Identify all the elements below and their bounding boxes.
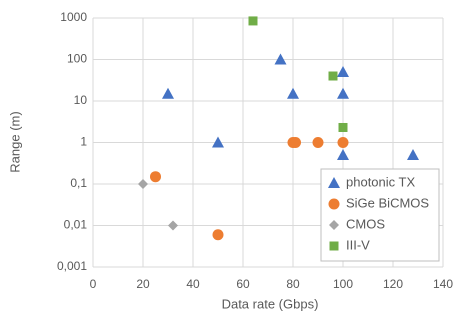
point [407,148,419,160]
legend-label: CMOS [346,216,385,231]
point [150,171,161,183]
point [248,16,258,26]
legend: photonic TX SiGe BiCMOS CMOS III-V [320,168,440,262]
y-tick-label: 0,1 [70,176,87,190]
point [337,137,349,148]
x-tick-label: 80 [286,277,300,291]
point [337,65,349,77]
y-axis-label: Range (m) [7,111,22,172]
legend-marker [328,177,340,188]
x-tick-label: 0 [90,277,97,291]
legend-marker [329,220,339,230]
point [337,87,349,99]
x-tick-label: 60 [236,277,250,291]
point [290,137,301,148]
point [274,53,287,65]
legend-label: photonic TX [346,174,415,189]
point [338,122,348,132]
y-tick-label: 1000 [60,10,87,24]
point [328,71,338,81]
y-tick-label: 10 [74,93,88,107]
legend-marker [329,241,339,251]
point [138,179,148,189]
point [162,87,174,99]
x-tick-label: 120 [383,277,403,291]
x-tick-label: 100 [333,277,353,291]
legend-label: III-V [346,237,370,252]
x-tick-label: 140 [433,277,453,291]
y-tick-label: 1 [80,135,87,149]
point [337,148,349,160]
x-axis-label: Data rate (Gbps) [222,296,319,311]
point [212,136,224,148]
x-tick-label: 20 [136,277,150,291]
y-tick-label: 100 [67,52,87,66]
point [168,220,178,231]
y-tick-label: 0,001 [57,259,87,273]
y-tick-label: 0,01 [64,218,88,232]
point [287,87,299,99]
legend-label: SiGe BiCMOS [346,195,429,210]
legend-marker [328,198,340,210]
point [212,229,224,241]
point [312,137,324,148]
x-tick-label: 40 [186,277,200,291]
legend-box [320,168,440,262]
